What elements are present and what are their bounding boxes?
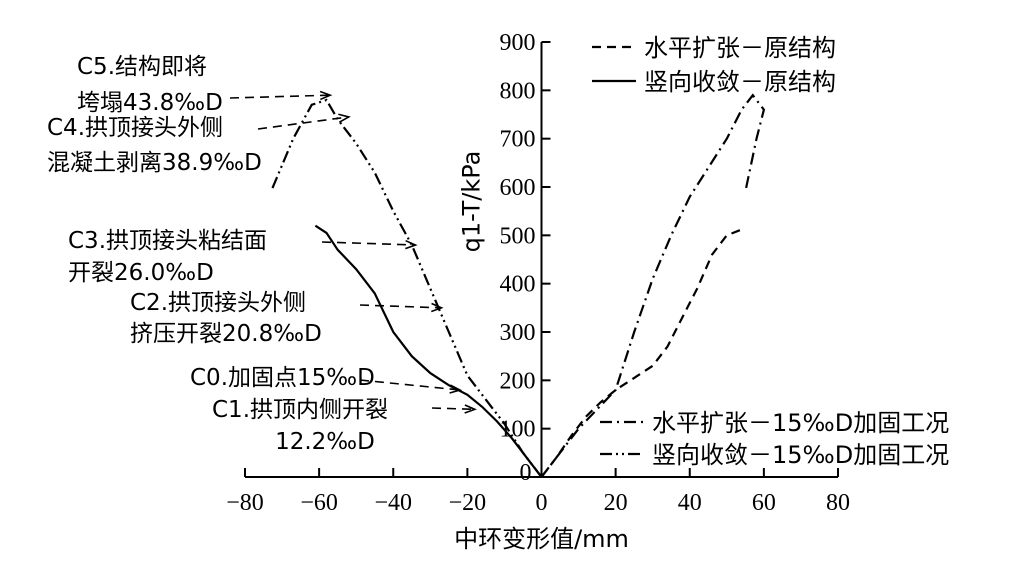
annotation-leader	[431, 407, 475, 411]
annotation-leader	[321, 241, 416, 246]
annotation-text: C3.拱顶接头粘结面	[68, 228, 267, 254]
annotation-arrowhead	[431, 302, 444, 313]
series-line-1	[540, 227, 746, 478]
y-tick-label: 100	[500, 417, 536, 443]
x-tick-label: 0	[536, 490, 548, 516]
series-line-3	[540, 93, 766, 478]
y-tick-label: 900	[500, 30, 536, 56]
annotation-leaders	[229, 90, 477, 414]
y-tick-label: 300	[500, 320, 536, 346]
x-axis-title: 中环变形值/mm	[454, 525, 629, 553]
annotation-arrowhead	[405, 239, 418, 250]
annotation-leader	[359, 379, 461, 391]
y-tick-label: 600	[500, 175, 536, 201]
legend-label: 竖向收敛－15‰D加固工况	[652, 441, 949, 469]
annotation-text: C4.拱顶接头外侧	[47, 115, 223, 141]
series-line-4	[269, 98, 543, 478]
legend-label: 水平扩张－15‰D加固工况	[652, 409, 949, 437]
annotation-text: C1.拱顶内侧开裂	[212, 397, 388, 423]
x-tick-label: −60	[300, 490, 338, 516]
x-tick-label: 80	[826, 490, 850, 516]
x-tick-label: 40	[678, 490, 702, 516]
legend-label: 竖向收敛－原结构	[644, 68, 836, 96]
y-tick-label: 700	[500, 127, 536, 153]
annotation-leader	[359, 304, 442, 309]
x-tick-label: −40	[374, 490, 412, 516]
y-tick-label: 400	[500, 272, 536, 298]
series-layer	[269, 93, 766, 478]
annotation-text: 12.2‰D	[275, 429, 375, 455]
annotation-arrowhead	[464, 404, 477, 414]
annotation-arrowhead	[338, 113, 351, 123]
labels-layer: −80 −60 −40 −20 0 20 40 60 80 100 200 300 400 500 600 7…	[47, 30, 850, 553]
legend: 水平扩张－原结构竖向收敛－原结构水平扩张－15‰D加固工况竖向收敛－15‰D加固…	[592, 34, 949, 469]
y-tick-label: 800	[500, 78, 536, 104]
x-tick-label: 20	[604, 490, 628, 516]
annotation-text: 挤压开裂20.8‰D	[130, 321, 322, 347]
annotation-text: 混凝土剥离38.9‰D	[47, 150, 262, 176]
x-tick-label: 60	[752, 490, 776, 516]
legend-label: 水平扩张－原结构	[644, 34, 836, 62]
annotation-text: C5.结构即将	[77, 54, 207, 80]
annotation-leader	[257, 116, 349, 130]
annotation-arrowhead	[449, 384, 463, 394]
annotation-leader	[229, 94, 331, 99]
annotation-text: C0.加固点15‰D	[190, 365, 375, 391]
y-zero-label: 0	[520, 460, 532, 486]
annotation-arrowhead	[319, 90, 333, 101]
y-axis-title: q1-T/kPa	[458, 151, 486, 253]
y-tick-label: 500	[500, 223, 536, 249]
x-tick-label: −20	[449, 490, 487, 516]
annotation-text: C2.拱顶接头外侧	[130, 290, 306, 316]
series-line-2	[314, 224, 543, 478]
annotation-text: 开裂26.0‰D	[68, 260, 214, 286]
x-tick-label: −80	[226, 490, 264, 516]
annotation-text: 垮塌43.8‰D	[77, 90, 223, 116]
y-tick-label: 200	[500, 368, 536, 394]
